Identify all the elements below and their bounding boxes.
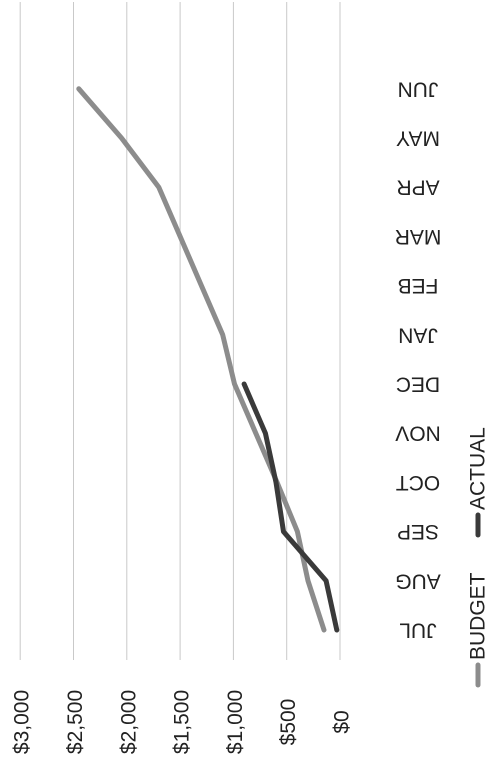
category-tick-label: JUN xyxy=(398,77,439,100)
value-tick-label: $500 xyxy=(277,699,300,746)
value-tick-label: $2,000 xyxy=(117,690,140,754)
category-tick-label: FEB xyxy=(398,274,439,297)
category-tick-label: NOV xyxy=(395,422,441,445)
category-tick-label: OCT xyxy=(396,471,441,494)
category-tick-label: MAR xyxy=(395,225,442,248)
value-tick-label: $1,000 xyxy=(224,690,247,754)
category-tick-label: MAY xyxy=(396,127,440,150)
category-tick-label: JAN xyxy=(398,323,438,346)
category-tick-label: JUL xyxy=(399,619,436,642)
category-axis-labels: JUL AUG SEP OCT NOV DEC JAN FEB MAR APR MAY JUN xyxy=(395,77,442,641)
category-tick-label: DEC xyxy=(396,373,440,396)
value-axis-labels: $0 $500 $1,000 $1,500 $2,000 $2,500 $3,000 xyxy=(11,690,354,754)
legend-label-actual: ACTUAL xyxy=(467,427,490,510)
category-tick-label: APR xyxy=(396,176,439,199)
series-line-actual xyxy=(241,381,340,633)
value-tick-label: $1,500 xyxy=(171,690,194,754)
series-line-budget xyxy=(76,86,327,633)
value-tick-label: $0 xyxy=(331,710,354,733)
value-tick-label: $2,500 xyxy=(64,690,87,754)
category-tick-label: AUG xyxy=(395,569,441,592)
value-tick-label: $3,000 xyxy=(11,690,34,754)
legend: BUDGET ACTUAL xyxy=(467,427,490,688)
category-tick-label: SEP xyxy=(397,520,439,543)
legend-label-budget: BUDGET xyxy=(467,572,490,660)
grid-lines xyxy=(19,2,341,660)
series-lines xyxy=(76,86,340,633)
